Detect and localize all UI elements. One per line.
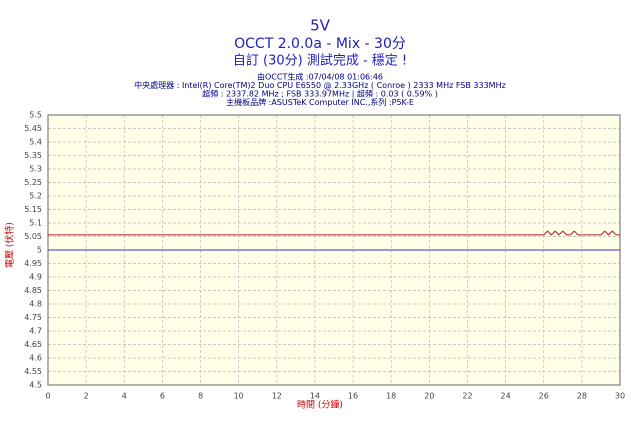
y-tick-label: 4.95	[24, 259, 42, 268]
x-tick-label: 18	[386, 392, 396, 401]
y-tick-label: 4.65	[24, 340, 42, 349]
x-tick-label: 20	[424, 392, 434, 401]
y-tick-label: 5.3	[29, 165, 42, 174]
y-tick-label: 5.25	[24, 178, 42, 187]
info-line: 由OCCT生成 :07/04/08 01:06:46	[257, 72, 383, 82]
x-tick-label: 12	[272, 392, 282, 401]
y-tick-label: 4.8	[29, 300, 42, 309]
info-line: 超頻 : 2337.82 MHz ; FSB 333.97MHz | 超頻 : …	[202, 89, 438, 99]
y-tick-label: 5.1	[29, 219, 42, 228]
x-tick-label: 28	[577, 392, 587, 401]
info-line: 主機板品牌 :ASUSTeK Computer INC.,系列 :P5K-E	[226, 97, 414, 107]
x-tick-label: 26	[539, 392, 549, 401]
x-tick-label: 8	[198, 392, 203, 401]
y-tick-label: 4.85	[24, 286, 42, 295]
y-tick-label: 5.05	[24, 232, 42, 241]
y-tick-label: 5.15	[24, 205, 42, 214]
y-axis-label: 電壓 (伏特)	[4, 222, 16, 268]
info-line: 中央處理器 : Intel(R) Core(TM)2 Duo CPU E6550…	[134, 80, 506, 90]
x-tick-label: 6	[160, 392, 165, 401]
y-tick-label: 4.5	[29, 381, 42, 390]
y-tick-label: 4.6	[29, 354, 42, 363]
y-tick-label: 4.9	[29, 273, 42, 282]
chart-title: 5V	[310, 17, 331, 35]
status: 自訂 (30分) 測試完成 - 穩定 !	[233, 53, 407, 69]
y-tick-label: 5.35	[24, 151, 42, 160]
y-tick-label: 5.2	[29, 192, 42, 201]
y-tick-label: 5.5	[29, 111, 42, 120]
x-tick-label: 4	[122, 392, 127, 401]
y-tick-label: 5	[37, 246, 42, 255]
y-tick-label: 4.75	[24, 313, 42, 322]
y-tick-label: 4.55	[24, 367, 42, 376]
x-tick-label: 14	[310, 392, 320, 401]
y-tick-label: 5.4	[29, 138, 42, 147]
y-tick-label: 4.7	[29, 327, 42, 336]
x-axis-label: 時間 (分鐘)	[297, 399, 343, 411]
x-tick-label: 24	[501, 392, 511, 401]
series-line	[48, 230, 620, 236]
x-tick-label: 16	[348, 392, 358, 401]
x-tick-label: 22	[462, 392, 472, 401]
x-tick-label: 30	[615, 392, 625, 401]
chart-subtitle: OCCT 2.0.0a - Mix - 30分	[234, 36, 406, 52]
y-tick-label: 5.45	[24, 124, 42, 133]
x-tick-label: 2	[84, 392, 89, 401]
x-tick-label: 0	[45, 392, 50, 401]
x-tick-label: 10	[234, 392, 244, 401]
